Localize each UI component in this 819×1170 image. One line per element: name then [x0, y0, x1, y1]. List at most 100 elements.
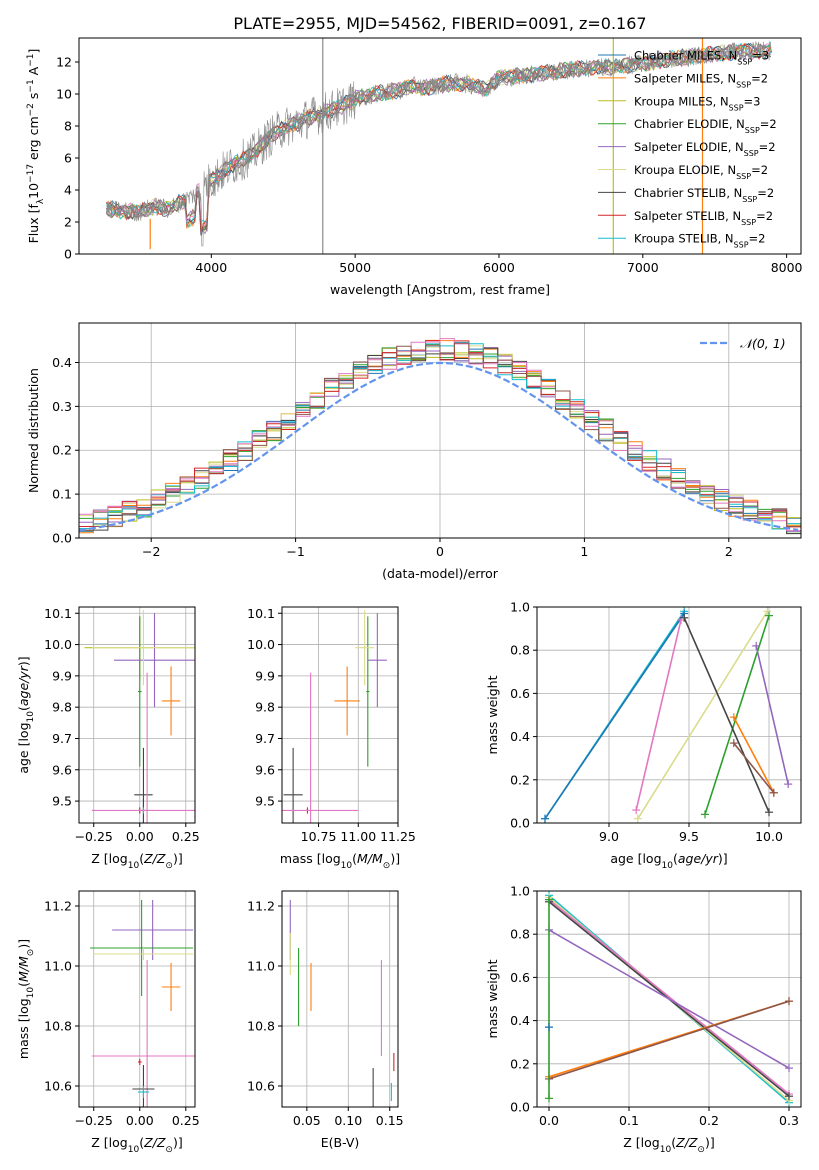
x-tick-label: 0.15 — [376, 1113, 404, 1128]
axis-label-part: ( — [671, 1135, 676, 1150]
x-tick-label: 0.2 — [699, 1113, 719, 1128]
axis-label-part: 10 — [660, 1145, 672, 1155]
axis-label-part: ⊙ — [165, 1145, 173, 1155]
y-axis-label: Normed distribution — [26, 368, 41, 493]
y-tick-label: 9.6 — [255, 762, 275, 777]
y-axis-label: mass weight — [485, 959, 500, 1038]
x-axis-label: age [log10(age/yr)] — [610, 851, 727, 871]
y-label-part: 10 — [26, 183, 41, 199]
y-tick-label: 11.0 — [44, 959, 72, 974]
histogram-step — [79, 342, 801, 531]
x-tick-label: 10.75 — [301, 829, 337, 844]
axis-label-part: 10 — [662, 861, 674, 871]
mass-weight-line — [733, 742, 775, 794]
axis-label-part: 10 — [128, 1145, 140, 1155]
x-tick-label: 6000 — [483, 260, 515, 275]
axis-label-part: )] — [173, 1135, 183, 1150]
y-tick-label: 10.1 — [247, 606, 275, 621]
panel-mass_vs_ebv: 0.05 0.10 0.15 10.6 10.8 11.0 11.2 E(B-V) — [247, 890, 404, 1150]
y-tick-label: 0.6 — [510, 970, 530, 985]
axis-label-part: ( — [352, 851, 357, 866]
y-tick-label: 0.4 — [510, 729, 530, 744]
x-axis-label: Z [log10(Z/Z⊙)] — [91, 851, 182, 871]
y-axis-label: age [log10(age/yr)] — [16, 656, 36, 773]
y-tick-label: 6 — [64, 151, 72, 166]
plot-area — [282, 891, 398, 1107]
legend-sub: SSP — [744, 149, 759, 158]
axis-label-part: ⊙ — [26, 949, 36, 957]
mass-weight-line — [635, 619, 682, 811]
y-tick-label: 9.5 — [52, 794, 72, 809]
legend-sub: SSP — [741, 217, 756, 226]
legend-text: Kroupa ELODIE, N — [634, 163, 736, 177]
x-tick-label: 11.25 — [380, 829, 416, 844]
axis-label-part: Z [log — [91, 851, 127, 866]
legend-tail: =3 — [752, 49, 769, 63]
axis-label-part: Z [log — [91, 1135, 127, 1150]
y-tick-label: 0.0 — [52, 531, 72, 546]
y-tick-label: 9.6 — [52, 762, 72, 777]
axis-label-part: age/yr — [16, 665, 31, 706]
legend-tail: =2 — [759, 140, 776, 154]
axis-label-part: ( — [16, 706, 31, 711]
x-tick-label: 9.0 — [599, 829, 619, 844]
y-axis-label: Flux [fλ10−17 erg cm−2 s−1 A−1] — [26, 49, 46, 244]
x-tick-label: 8000 — [771, 260, 803, 275]
mass-weight-line — [637, 610, 769, 820]
axis-label-part: ⊙ — [165, 861, 173, 871]
x-tick-label: 9.5 — [679, 829, 699, 844]
axis-label-part: mass [log — [16, 998, 31, 1059]
axes-frame — [78, 606, 196, 824]
legend-sub: SSP — [729, 103, 744, 112]
y-label-part: −1 — [26, 79, 36, 92]
y-label-part: −1 — [26, 54, 36, 67]
x-tick-label: 0.00 — [126, 829, 154, 844]
y-tick-label: 1.0 — [510, 884, 530, 899]
plot-area — [105, 38, 773, 254]
legend-sub: SSP — [742, 194, 757, 203]
mass-weight-line — [733, 716, 775, 794]
plot-area — [537, 607, 801, 823]
gaussian-curve — [79, 361, 799, 532]
y-axis-label: mass weight — [485, 675, 500, 754]
y-tick-label: 9.9 — [255, 668, 275, 683]
axis-label-part: 10 — [341, 861, 353, 871]
x-tick-label: 0.05 — [293, 1113, 321, 1128]
x-tick-label: 7000 — [627, 260, 659, 275]
x-tick-label: 0.10 — [334, 1113, 362, 1128]
plot-area — [537, 891, 801, 1107]
y-tick-label: 10.6 — [44, 1079, 72, 1094]
x-tick-label: 0.25 — [172, 829, 200, 844]
x-tick-label: −1 — [286, 544, 304, 559]
x-tick-label: 2 — [725, 544, 733, 559]
legend-sub: SSP — [745, 126, 760, 135]
plot-area — [282, 607, 398, 823]
y-tick-label: 10.6 — [247, 1079, 275, 1094]
x-tick-label: 0.0 — [539, 1113, 559, 1128]
legend-entry: Chabrier ELODIE, NSSP=2 — [634, 117, 777, 135]
mass-weight-line — [704, 615, 770, 815]
x-tick-label: −0.25 — [75, 1113, 113, 1128]
y-tick-label: 10.8 — [247, 1019, 275, 1034]
x-tick-label: 0.3 — [779, 1113, 799, 1128]
axis-label-part: )] — [718, 851, 728, 866]
plot-area — [79, 607, 195, 823]
legend-tail: =2 — [751, 163, 768, 177]
mass-weight-line — [548, 1000, 790, 1080]
axis-label-part: ⊙ — [383, 861, 391, 871]
axis-label-part: ⊙ — [697, 1145, 705, 1155]
axes-frame — [78, 890, 196, 1108]
axis-label-part: ( — [673, 851, 678, 866]
legend-tail: =3 — [744, 94, 761, 108]
y-tick-label: 9.8 — [255, 700, 275, 715]
axes-frame — [281, 890, 399, 1108]
x-tick-label: 0 — [436, 544, 444, 559]
y-tick-label: 0.2 — [510, 772, 530, 787]
legend-tail: =2 — [760, 117, 777, 131]
legend-sub: SSP — [736, 172, 751, 181]
y-label-part: ] — [26, 49, 41, 54]
x-tick-label: 0.1 — [619, 1113, 639, 1128]
plot-area — [79, 323, 801, 538]
legend-entry: Salpeter ELODIE, NSSP=2 — [634, 140, 776, 158]
y-label-part: λ — [36, 198, 46, 204]
